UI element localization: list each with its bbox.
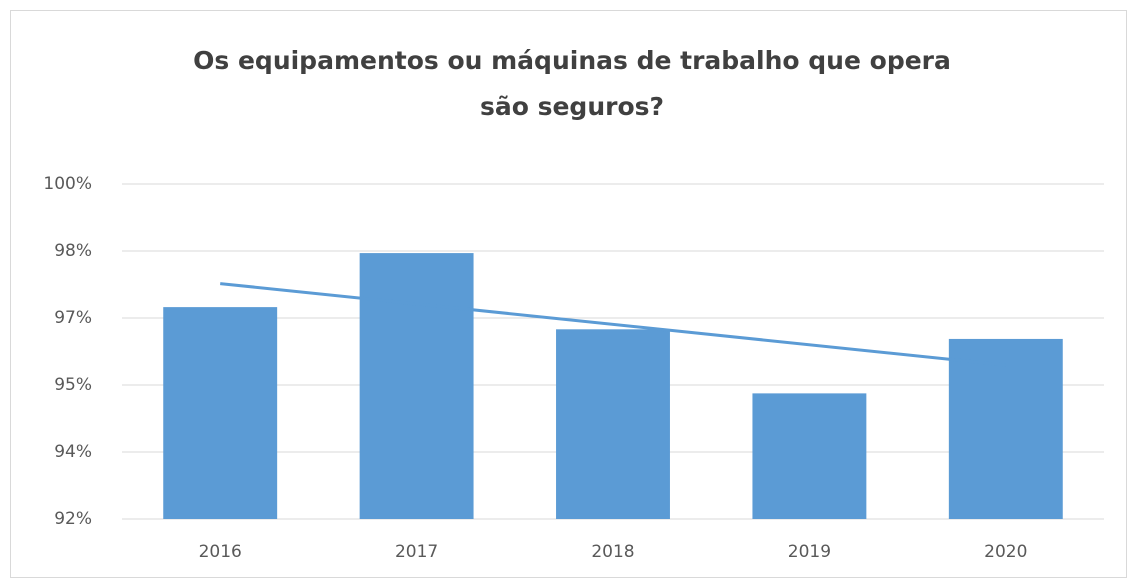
x-tick-label: 2016 (199, 542, 242, 562)
bar (752, 393, 867, 519)
x-tick-label: 2017 (395, 542, 438, 562)
y-tick-label: 97% (54, 308, 92, 328)
y-tick-label: 92% (54, 509, 92, 529)
x-tick-label: 2020 (984, 542, 1027, 562)
y-tick-label: 98% (54, 241, 92, 261)
y-tick-label: 95% (54, 375, 92, 395)
chart-frame (10, 10, 1127, 578)
bar (556, 329, 670, 519)
trendline (220, 282, 1006, 367)
chart-title: Os equipamentos ou máquinas de trabalho … (193, 46, 951, 121)
y-tick-label: 100% (43, 174, 92, 194)
bar (948, 338, 1063, 519)
x-tick-label: 2018 (591, 542, 634, 562)
x-tick-label: 2019 (788, 542, 831, 562)
bar (163, 307, 278, 519)
y-tick-label: 94% (54, 442, 92, 462)
bar (359, 253, 474, 519)
